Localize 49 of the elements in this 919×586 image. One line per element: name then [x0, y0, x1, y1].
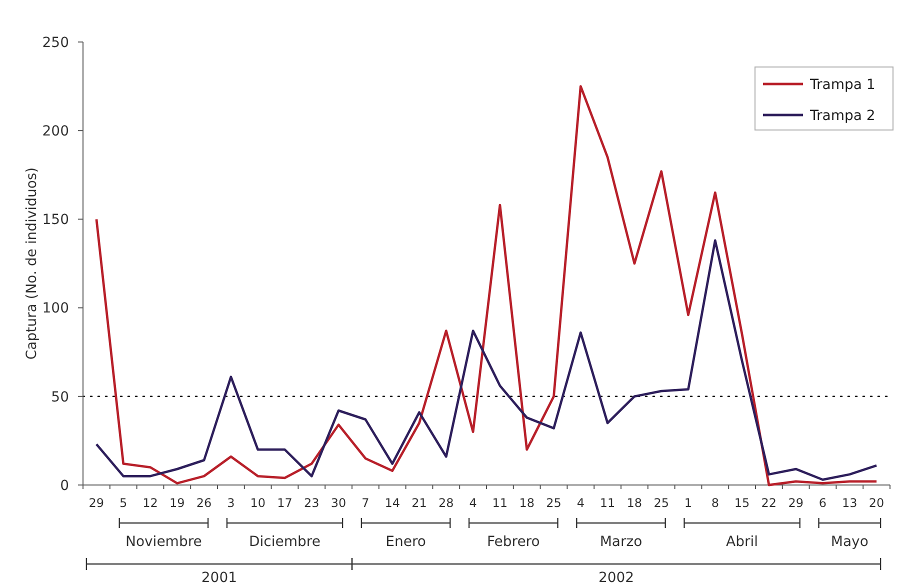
- x-tick-label: 22: [761, 496, 777, 510]
- text: Abril: [726, 534, 758, 550]
- x-tick-label: 8: [711, 496, 719, 510]
- y-tick-label: 50: [51, 389, 69, 406]
- x-tick-label: 6: [818, 496, 827, 510]
- y-axis-title: Captura (No. de individuos): [24, 167, 40, 360]
- x-tick-label: 18: [519, 496, 534, 510]
- x-tick-label: 23: [304, 496, 320, 510]
- x-tick-label: 10: [250, 496, 266, 510]
- y-tick-label: 250: [42, 34, 69, 51]
- x-tick-label: 25: [546, 496, 562, 510]
- x-tick-label: 11: [492, 496, 508, 510]
- x-tick-label: 11: [600, 496, 616, 510]
- x-tick-label: 18: [626, 496, 642, 510]
- text: Febrero: [486, 534, 540, 550]
- x-tick-label: 26: [196, 496, 212, 510]
- text: Marzo: [600, 534, 642, 550]
- x-tick-label: 15: [734, 496, 750, 510]
- line-series: [95, 239, 878, 481]
- x-tick-label: 4: [576, 496, 584, 510]
- x-tick-label: 30: [330, 496, 346, 510]
- x-tick-label: 1: [684, 496, 692, 510]
- x-tick-label: 4: [469, 496, 477, 510]
- y-tick-label: 150: [42, 212, 69, 228]
- x-tick-label: 3: [227, 496, 235, 510]
- y-tick-label: 100: [42, 300, 69, 317]
- x-tick-label: 12: [142, 496, 158, 510]
- y-tick-label: 0: [60, 478, 69, 494]
- x-tick-label: 19: [170, 496, 185, 510]
- x-tick-label: 14: [384, 496, 400, 510]
- text: Enero: [386, 534, 426, 550]
- x-tick-label: 7: [362, 496, 370, 510]
- text: 2001: [201, 570, 238, 586]
- text: Mayo: [830, 534, 868, 550]
- x-tick-label: 29: [88, 496, 104, 510]
- legend-label: Trampa 1: [809, 76, 876, 93]
- x-tick-label: 20: [868, 496, 884, 510]
- x-tick-label: 13: [842, 496, 858, 510]
- text: Diciembre: [249, 534, 320, 550]
- x-tick-label: 17: [277, 496, 292, 510]
- y-tick-label: 200: [42, 124, 69, 140]
- text: Noviembre: [125, 534, 202, 550]
- x-tick-label: 25: [654, 496, 669, 510]
- text: 2002: [598, 570, 634, 586]
- x-tick-label: 5: [120, 496, 128, 510]
- legend-label: Trampa 2: [809, 108, 876, 124]
- x-tick-label: 21: [412, 496, 427, 510]
- x-tick-label: 29: [788, 496, 804, 510]
- x-tick-label: 28: [438, 496, 454, 510]
